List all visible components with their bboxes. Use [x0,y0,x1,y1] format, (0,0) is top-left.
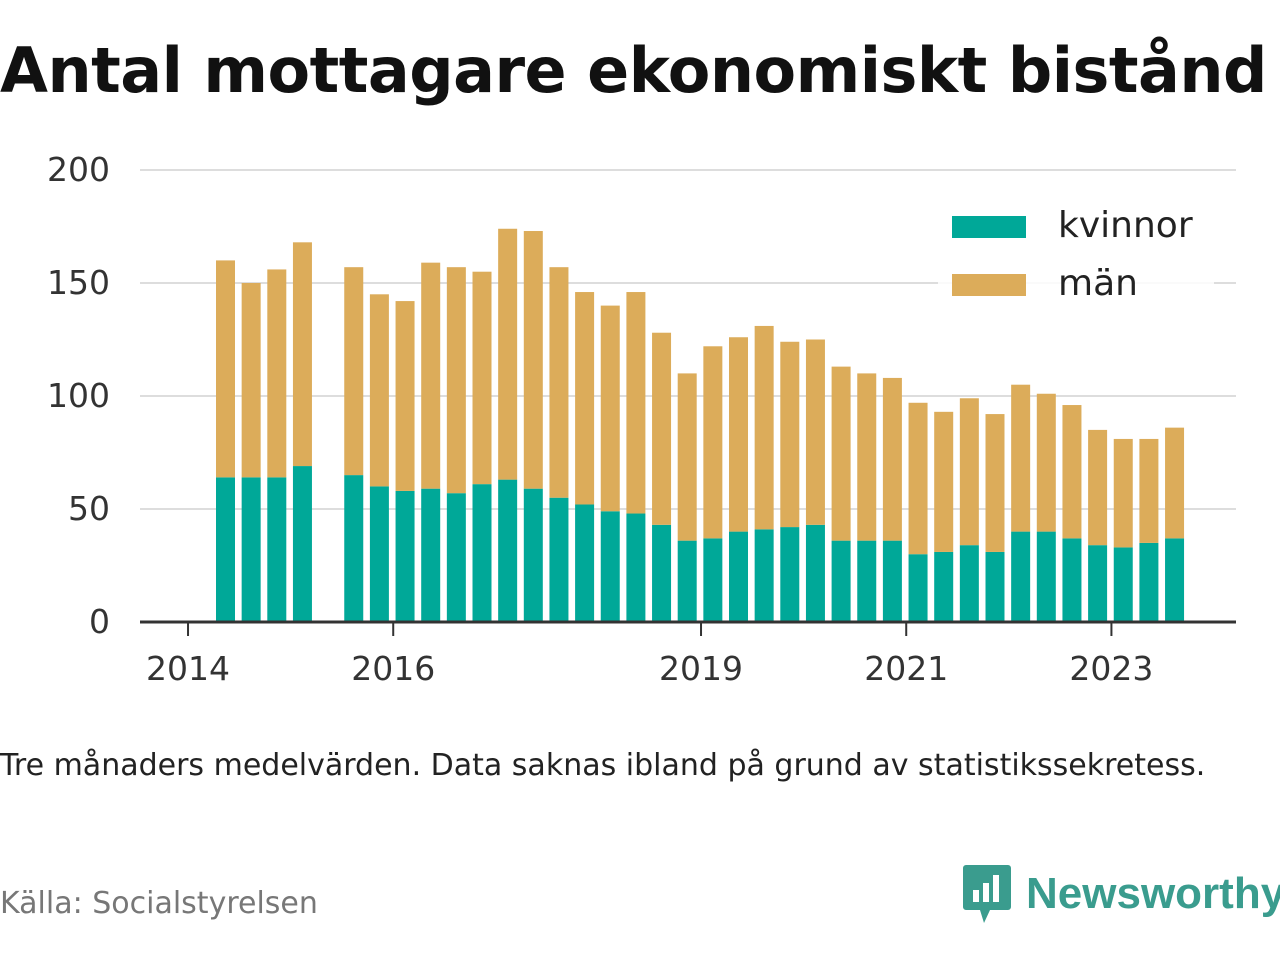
bar-segment-män [703,346,723,539]
legend-label-män: män [1058,263,1138,304]
bar-segment-kvinnor [1088,545,1108,622]
bar-segment-kvinnor [549,497,569,622]
bar-segment-kvinnor [267,477,287,622]
y-axis-labels: 0 50 100 150 200 [47,150,110,641]
bar-segment-män [472,271,492,485]
bar-segment-män [1113,438,1133,548]
bar-segment-kvinnor [677,540,697,622]
bar-segment-män [908,402,928,555]
bar-segment-män [729,337,748,532]
legend-label-kvinnor: kvinnor [1058,205,1193,246]
bar-segment-män [523,231,543,489]
x-tick-label: 2019 [659,649,743,688]
bar-segment-kvinnor [934,551,954,622]
x-tick-label: 2014 [146,649,230,688]
bar-segment-kvinnor [421,488,441,622]
bar-segment-män [549,267,569,498]
legend-swatch-män [952,274,1026,296]
bar-segment-kvinnor [241,477,261,622]
bar-segment-män [216,260,235,478]
bar-segment-kvinnor [1165,538,1185,622]
bar-segment-män [677,373,697,541]
bar-segment-kvinnor [498,479,518,622]
chart-note: Tre månaders medelvärden. Data saknas ib… [0,748,1206,783]
bar-segment-kvinnor [216,477,235,622]
bar-segment-kvinnor [703,538,723,622]
bar-segment-män [754,325,774,530]
bar-segment-män [1036,393,1056,532]
bar-segment-män [831,366,851,541]
x-tick-label: 2016 [351,649,435,688]
bar-segment-kvinnor [600,511,620,622]
bar-segment-män [1165,427,1185,539]
bar-segment-kvinnor [626,513,646,622]
y-tick-label: 0 [89,602,110,641]
bar-segment-kvinnor [292,466,312,622]
bar-segment-kvinnor [959,545,979,622]
source-text: Källa: Socialstyrelsen [0,886,318,921]
brand-name: Newsworthy [1026,869,1280,918]
bar-segment-män [1139,438,1159,543]
legend: kvinnor män [938,200,1214,304]
bar-segment-kvinnor [780,527,800,622]
bar-segment-män [857,373,877,541]
bar-segment-män [780,341,800,528]
bar-segment-män [934,411,954,552]
bar-segment-kvinnor [523,488,543,622]
bar-segment-män [344,267,364,476]
bar-segment-män [985,414,1005,552]
newsworthy-brand: Newsworthy [962,862,1280,926]
bar-segment-män [292,242,312,467]
bar-segment-kvinnor [908,554,928,622]
bar-segment-kvinnor [857,540,877,622]
bar-segment-kvinnor [1113,547,1133,622]
bar-segment-kvinnor [1011,531,1031,622]
bar-segment-män [498,228,518,480]
bar-segment-kvinnor [446,493,466,622]
y-tick-label: 50 [68,489,110,528]
bars [216,228,1185,622]
bar-segment-män [959,398,979,546]
bar-segment-kvinnor [369,486,389,622]
bar-segment-män [446,267,466,494]
bar-segment-kvinnor [754,529,774,622]
y-tick-label: 200 [47,150,110,189]
bar-segment-kvinnor [985,551,1005,622]
bar-segment-män [395,301,415,491]
x-tick-label: 2023 [1069,649,1153,688]
newsworthy-logo-icon [963,865,1011,923]
bar-segment-män [575,292,595,505]
bar-segment-män [626,292,646,514]
bar-segment-kvinnor [472,484,492,622]
bar-segment-kvinnor [729,531,748,622]
bar-segment-män [421,262,441,489]
bar-segment-kvinnor [882,540,902,622]
bar-segment-män [805,339,825,525]
bar-segment-kvinnor [575,504,595,622]
bar-segment-kvinnor [831,540,851,622]
bar-segment-män [652,332,672,525]
bar-segment-kvinnor [805,524,825,622]
chart-title: Antal mottagare ekonomiskt bistånd [0,34,1267,107]
bar-segment-kvinnor [1062,538,1082,622]
bar-segment-kvinnor [1036,531,1056,622]
x-axis: 2014 2016 2019 2021 2023 [140,620,1236,688]
bar-segment-män [1011,384,1031,532]
y-tick-label: 100 [47,376,110,415]
bar-segment-kvinnor [652,524,672,622]
bar-segment-kvinnor [344,475,364,622]
y-tick-label: 150 [47,263,110,302]
bar-segment-män [369,294,389,487]
bar-segment-män [241,283,261,478]
x-tick-label: 2021 [864,649,948,688]
bar-segment-män [882,377,902,541]
bar-segment-kvinnor [395,490,415,622]
bar-segment-kvinnor [1139,542,1159,622]
stacked-bar-chart: 0 50 100 150 200 2014 2016 2019 2021 2023 kvinno… [47,150,1236,688]
bar-segment-män [600,305,620,512]
bar-segment-män [1088,429,1108,546]
bar-segment-män [1062,405,1082,539]
bar-segment-män [267,269,287,478]
legend-swatch-kvinnor [952,216,1026,238]
